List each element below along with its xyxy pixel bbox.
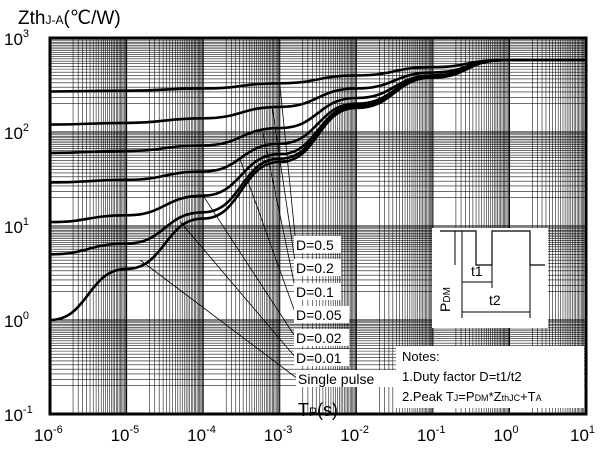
notes-line-1: 1.Duty factor D=t1/t2 [402, 369, 522, 384]
pdm-label: PDM [437, 287, 453, 312]
curve-series-group [49, 58, 586, 322]
series-label-bg [294, 259, 341, 276]
y-tick-label: 101 [4, 216, 29, 237]
series-label: D=0.02 [296, 330, 342, 346]
series-label: D=0.5 [296, 237, 334, 253]
y-axis-title-sub: J-A [45, 13, 63, 27]
series-labels-group: D=0.5 D=0.2 D=0.1 D=0.05 D=0.02 D=0.01 Single … [294, 236, 401, 387]
series-label-bg [294, 236, 341, 253]
y-axis-title-unit: (℃/W) [63, 8, 120, 29]
plot-frame [48, 36, 588, 416]
y-tick-label: 100 [4, 310, 29, 331]
series-label-bg [294, 306, 350, 323]
pulse-waveform [440, 230, 545, 266]
notes-line-2: 2.Peak TJ=PDM*ZthJC+TA [402, 389, 542, 404]
y-tick-label: 10-1 [4, 404, 33, 425]
notes-title: Notes: [402, 349, 440, 364]
notes-box: Notes: 1.Duty factor D=t1/t2 2.Peak TJ=P… [396, 346, 584, 408]
leader-line [179, 221, 297, 359]
x-tick-label: 10-4 [187, 424, 216, 445]
series-label: D=0.1 [296, 284, 334, 300]
y-tick-label: 102 [4, 122, 29, 143]
leader-line [139, 259, 299, 380]
y-tick-label: 103 [4, 28, 29, 49]
x-axis-title-main: T [298, 400, 309, 420]
x-tick-label: 10-6 [34, 424, 63, 445]
pulse-diagram-inset: t1 t2 PDM [432, 228, 548, 328]
series-label-bg [294, 349, 350, 366]
leader-line [271, 107, 297, 269]
x-tick-label: 10-1 [417, 424, 446, 445]
label-leaders-group [139, 83, 299, 380]
curve-d-0-01 [49, 58, 586, 256]
t2-label: t2 [489, 292, 501, 308]
series-label: D=0.2 [296, 260, 334, 276]
x-tick-label: 101 [570, 424, 595, 445]
curve-d-0-5 [49, 58, 586, 93]
curve-d-0-2 [49, 58, 586, 126]
leader-line [279, 83, 297, 246]
curve-single-pulse [49, 58, 586, 322]
x-axis-title-sub: P [309, 405, 317, 419]
series-label-bg [296, 370, 401, 387]
x-tick-label: 10-3 [264, 424, 293, 445]
x-tick-label: 100 [493, 424, 518, 445]
leader-line [239, 158, 297, 316]
series-label-bg [294, 329, 350, 346]
y-axis-title-main: Zth [18, 8, 45, 29]
x-axis-title: TP(s) [298, 400, 338, 420]
leader-line [202, 195, 297, 339]
x-tick-label: 10-2 [340, 424, 369, 445]
series-label: Single pulse [298, 371, 374, 387]
series-label: D=0.01 [296, 350, 342, 366]
y-axis-title: ZthJ-A(℃/W) [18, 8, 121, 29]
curve-d-0-1 [49, 58, 586, 155]
x-tick-label: 10-5 [111, 424, 140, 445]
leader-line [262, 131, 297, 293]
series-label: D=0.05 [296, 307, 342, 323]
t1-label: t1 [471, 263, 483, 279]
x-axis-title-unit: (s) [317, 400, 338, 420]
tick-labels-group: 10-6 10-5 10-4 10-3 10-2 10-1 100 101 10-1 100 101… [4, 28, 595, 445]
series-label-bg [294, 283, 341, 300]
